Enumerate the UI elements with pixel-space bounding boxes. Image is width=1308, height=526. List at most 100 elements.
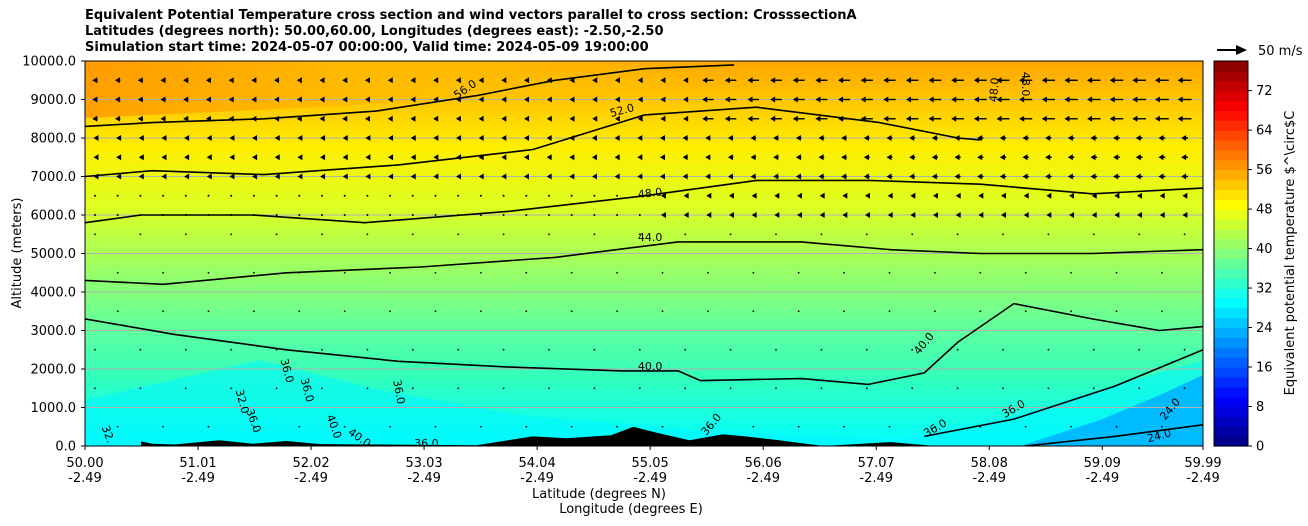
wind-vector-head bbox=[883, 96, 889, 103]
y-tick-label: 1000.0 bbox=[31, 401, 77, 416]
x-tick-label-latitude: 50.00 bbox=[66, 456, 103, 471]
wind-vector-dot bbox=[548, 233, 550, 236]
wind-vector-head bbox=[93, 135, 99, 141]
wind-vector-head bbox=[705, 154, 711, 161]
wind-vector-dot bbox=[593, 194, 596, 197]
wind-vector-dot bbox=[1002, 348, 1004, 351]
wind-vector-head bbox=[546, 96, 552, 103]
wind-vector-dot bbox=[230, 194, 233, 197]
wind-vector-head bbox=[569, 115, 575, 122]
colorbar-segment bbox=[1214, 376, 1248, 388]
wind-vector-dot bbox=[389, 271, 391, 274]
wind-vector-head bbox=[614, 77, 620, 84]
wind-vector-dot bbox=[184, 387, 187, 390]
wind-vector-head bbox=[905, 77, 911, 84]
wind-vector-head bbox=[773, 135, 779, 141]
wind-vector-dot bbox=[502, 214, 505, 216]
wind-vector-dot bbox=[843, 310, 845, 313]
wind-vector-head bbox=[1069, 212, 1075, 218]
wind-vector-head bbox=[977, 173, 983, 180]
wind-vector-head bbox=[137, 77, 143, 84]
wind-vector-dot bbox=[934, 271, 936, 274]
right-blue-band bbox=[1020, 375, 1203, 446]
wind-vector-head bbox=[206, 154, 212, 161]
wind-vector-head bbox=[455, 115, 461, 122]
wind-vector-head bbox=[909, 135, 915, 141]
colorbar-tick-label: 56 bbox=[1256, 163, 1273, 178]
wind-vector-head bbox=[524, 135, 530, 141]
wind-vector-head bbox=[860, 77, 866, 84]
wind-vector-head bbox=[546, 173, 552, 180]
wind-vector-head bbox=[931, 173, 937, 180]
wind-vector-dot bbox=[548, 194, 550, 197]
wind-vector-head bbox=[702, 96, 708, 103]
wind-vector-head bbox=[274, 135, 280, 141]
wind-vector-head bbox=[751, 212, 757, 218]
wind-vector-dot bbox=[207, 194, 210, 197]
wind-vector-dot bbox=[548, 348, 550, 351]
wind-vector-head bbox=[1067, 135, 1073, 141]
x-tick-label-longitude: -2.49 bbox=[859, 471, 893, 486]
wind-vector-head bbox=[161, 154, 167, 161]
contour-line-56.0 bbox=[85, 64, 735, 128]
wind-vector-head bbox=[999, 173, 1005, 180]
wind-vector-dot bbox=[343, 310, 346, 313]
colorbar-segment bbox=[1214, 337, 1248, 348]
wind-vector-dot bbox=[979, 310, 982, 313]
wind-vector-head bbox=[365, 173, 371, 180]
y-tick-label: 0.0 bbox=[55, 440, 76, 455]
colorbar-tick-label: 72 bbox=[1256, 84, 1273, 99]
wind-vector-head bbox=[501, 115, 507, 122]
wind-vector-head bbox=[252, 154, 258, 161]
colorbar-segment bbox=[1214, 317, 1248, 329]
wind-vector-head bbox=[1091, 212, 1097, 218]
wind-vector-dot bbox=[321, 233, 323, 236]
wind-vector-dot bbox=[1070, 310, 1072, 313]
wind-vector-head bbox=[229, 154, 235, 161]
wind-vector-head bbox=[320, 135, 326, 141]
x-tick-label-longitude: -2.49 bbox=[746, 471, 780, 486]
contour-line-48.0 bbox=[85, 179, 1203, 224]
wind-vector-head bbox=[773, 173, 779, 180]
wind-vector-dot bbox=[820, 233, 823, 236]
wind-vector-head bbox=[886, 135, 892, 141]
wind-vector-head bbox=[410, 115, 416, 122]
wind-vector-dot bbox=[752, 425, 755, 428]
wind-vector-dot bbox=[366, 387, 369, 390]
wind-vector-head bbox=[501, 135, 507, 141]
wind-vector-head bbox=[683, 115, 689, 122]
colorbar-segment bbox=[1214, 396, 1248, 408]
wind-vector-head bbox=[320, 154, 326, 161]
wind-vector-head bbox=[115, 115, 121, 122]
wind-vector-head bbox=[1132, 96, 1138, 103]
y-tick-label: 4000.0 bbox=[31, 286, 77, 301]
wind-vector-head bbox=[1114, 212, 1120, 218]
wind-vector-head bbox=[365, 96, 371, 103]
wind-vector-head bbox=[1046, 192, 1052, 199]
contour-label: 52.0 bbox=[609, 101, 636, 120]
wind-vector-dot bbox=[775, 348, 777, 351]
wind-vector-head bbox=[319, 96, 325, 103]
colorbar-segment bbox=[1214, 436, 1248, 447]
wind-vector-head bbox=[1177, 96, 1183, 103]
wind-vector-head bbox=[750, 173, 756, 180]
wind-vector-head bbox=[524, 115, 530, 122]
wind-vector-head bbox=[1001, 212, 1007, 218]
wind-vector-head bbox=[886, 173, 892, 180]
wind-vector-head bbox=[682, 173, 688, 180]
wind-vector-head bbox=[863, 173, 869, 180]
lower-cyan-band bbox=[85, 360, 1203, 446]
wind-vector-dot bbox=[684, 387, 687, 390]
wind-vector-head bbox=[996, 115, 1002, 122]
wind-vector-head bbox=[410, 96, 416, 103]
wind-vector-dot bbox=[1047, 348, 1050, 351]
x-tick-label-latitude: 57.07 bbox=[858, 456, 895, 471]
wind-vector-head bbox=[1087, 115, 1093, 122]
wind-vector-head bbox=[456, 135, 462, 141]
wind-vector-dot bbox=[502, 387, 505, 390]
wind-vector-head bbox=[1064, 77, 1070, 84]
wind-vector-head bbox=[682, 135, 688, 141]
colorbar-segment bbox=[1214, 268, 1248, 279]
wind-vector-head bbox=[818, 154, 824, 161]
wind-vector-head bbox=[931, 135, 937, 141]
